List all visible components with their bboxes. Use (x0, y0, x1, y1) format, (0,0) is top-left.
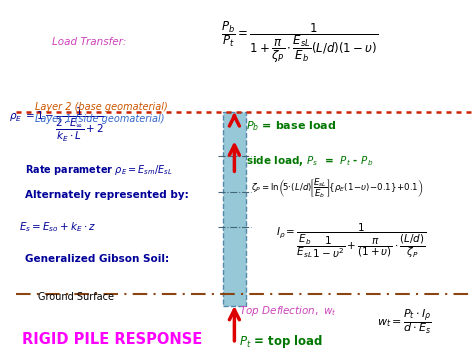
Text: $\dfrac{P_b}{P_t} = \dfrac{1}{1 + \dfrac{\pi}{\zeta_P}\cdot\dfrac{E_{sL}}{E_b}(L: $\dfrac{P_b}{P_t} = \dfrac{1}{1 + \dfrac… (221, 19, 378, 65)
Text: $P_t$ = top load: $P_t$ = top load (239, 333, 323, 350)
Text: side load, $P_s$  =  $P_t$ - $P_b$: side load, $P_s$ = $P_t$ - $P_b$ (246, 154, 374, 168)
Text: Layer 2 (base geomaterial): Layer 2 (base geomaterial) (35, 102, 167, 113)
Text: Generalized Gibson Soil:: Generalized Gibson Soil: (26, 253, 170, 263)
Text: $w_t = \dfrac{P_t \cdot I_\rho}{d \cdot E_s}$: $w_t = \dfrac{P_t \cdot I_\rho}{d \cdot … (377, 308, 431, 336)
Text: Rate parameter $\rho_E = E_{sm}/E_{sL}$: Rate parameter $\rho_E = E_{sm}/E_{sL}$ (26, 163, 173, 178)
Text: $I_\rho = \dfrac{1}{\dfrac{E_b}{E_{sL}}\dfrac{1}{1-\upsilon^2} + \dfrac{\pi}{(1+: $I_\rho = \dfrac{1}{\dfrac{E_b}{E_{sL}}\… (276, 222, 427, 260)
Text: Load Transfer:: Load Transfer: (52, 37, 127, 47)
Text: Layer 1 (side geomaterial): Layer 1 (side geomaterial) (35, 114, 164, 124)
Text: Ground Surface: Ground Surface (37, 292, 114, 302)
Text: RIGID PILE RESPONSE: RIGID PILE RESPONSE (22, 332, 202, 347)
Text: $\zeta_P = \ln\!\left(\!5\!\cdot\!(L/d)\!\left[\dfrac{E_{sL}}{E_b}\right]\!\{\rh: $\zeta_P = \ln\!\left(\!5\!\cdot\!(L/d)\… (251, 176, 424, 200)
Text: $\rho_E \;= 1 - \dfrac{1}{\dfrac{2 \cdot E_\infty}{k_E \cdot L} + 2}$: $\rho_E \;= 1 - \dfrac{1}{\dfrac{2 \cdot… (9, 105, 105, 144)
Text: $P_b$ = base load: $P_b$ = base load (246, 119, 337, 133)
Text: $E_s = E_{so} + k_E \cdot z$: $E_s = E_{so} + k_E \cdot z$ (19, 220, 96, 234)
Text: $\mathit{Top\ Deflection,\ w_t}$: $\mathit{Top\ Deflection,\ w_t}$ (239, 304, 337, 318)
Bar (222, 112, 246, 306)
Text: Alternately represented by:: Alternately represented by: (26, 190, 189, 200)
